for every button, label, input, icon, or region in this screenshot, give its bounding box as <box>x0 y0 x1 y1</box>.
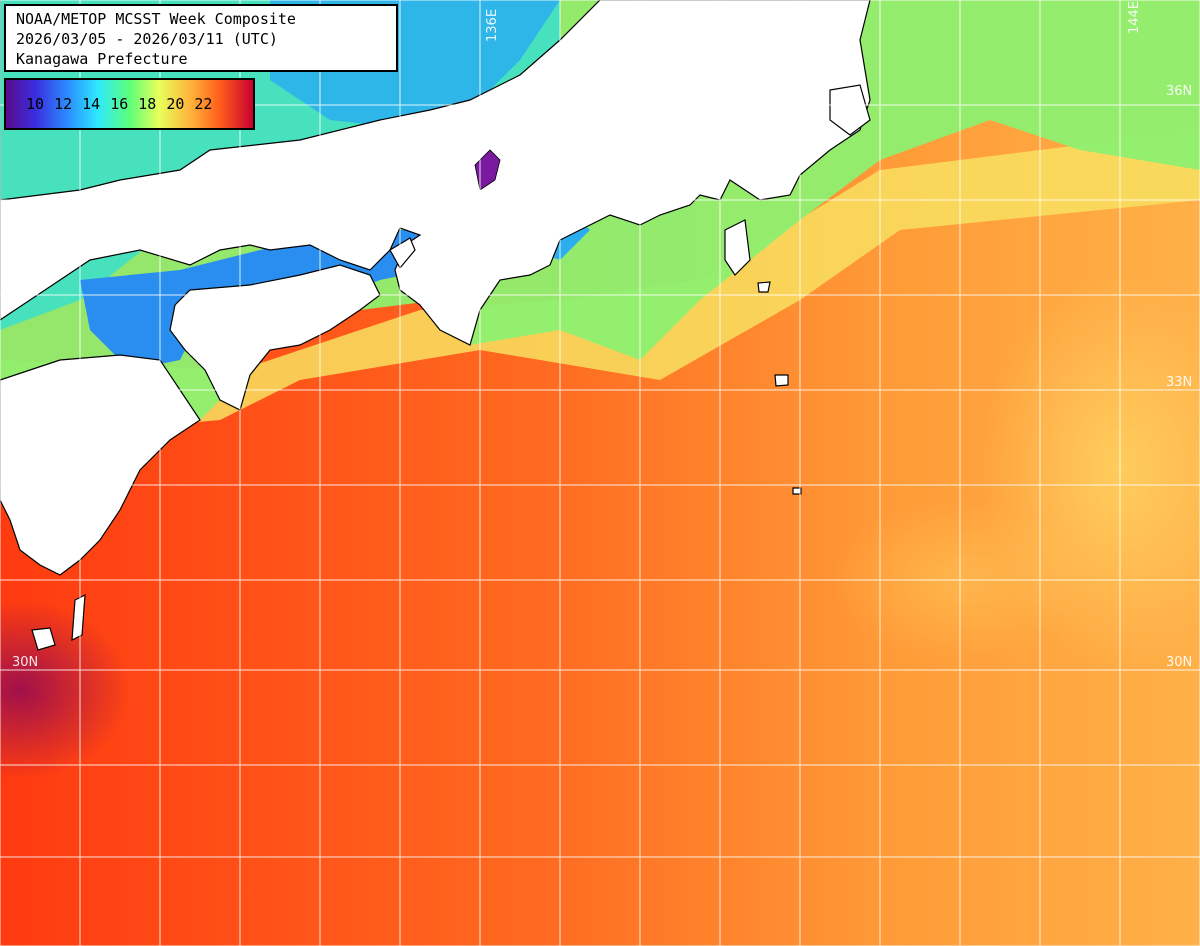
lat-label-36n: 36N <box>1166 84 1192 99</box>
boso-peninsula <box>829 84 871 136</box>
legend-label: 20 <box>166 95 185 113</box>
miyake-island <box>774 374 789 387</box>
title-line-2: 2026/03/05 - 2026/03/11 (UTC) <box>16 30 278 48</box>
awaji-island <box>389 237 416 270</box>
title-line-3: Kanagawa Prefecture <box>16 50 188 68</box>
oshima-island <box>757 281 771 293</box>
legend-label: 16 <box>110 95 129 113</box>
kyushu-landmass <box>0 354 201 576</box>
legend-label: 12 <box>54 95 73 113</box>
legend-label: 22 <box>194 95 213 113</box>
yakushima-island <box>31 627 56 651</box>
legend-label: 10 <box>26 95 45 113</box>
lat-label-30n-right: 30N <box>1166 655 1192 670</box>
cold-spot-purple <box>474 149 501 191</box>
title-box: NOAA/METOP MCSST Week Composite 2026/03/… <box>4 4 398 72</box>
land <box>0 0 871 651</box>
lon-label-144e: 144E <box>1127 1 1142 34</box>
izu-peninsula <box>724 219 751 276</box>
lat-label-30n-left: 30N <box>12 655 38 670</box>
title-line-1: NOAA/METOP MCSST Week Composite <box>16 10 296 28</box>
legend-label: 18 <box>138 95 157 113</box>
lon-label-136e: 136E <box>485 9 500 42</box>
sea-patch-purple <box>0 600 130 780</box>
sea-band-coastal-yellow <box>0 130 1200 440</box>
hachijo-island <box>792 487 802 495</box>
legend-label: 14 <box>82 95 101 113</box>
color-scale-legend: 10 12 14 16 18 20 22 <box>4 78 255 130</box>
lat-label-33n: 33N <box>1166 375 1192 390</box>
shikoku-landmass <box>169 264 381 411</box>
tanegashima-island <box>71 593 86 642</box>
